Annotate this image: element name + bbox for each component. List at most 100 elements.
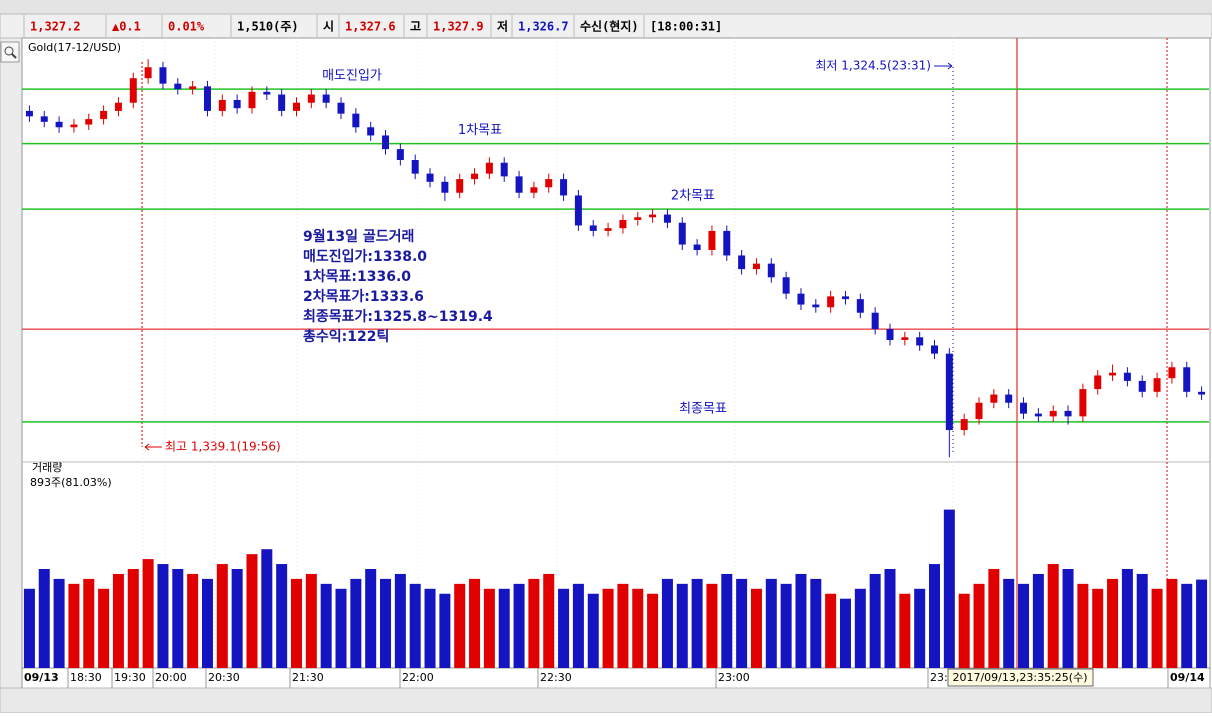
candle-body bbox=[931, 345, 939, 354]
volume-bar bbox=[513, 583, 525, 668]
candle-body bbox=[411, 160, 419, 174]
volume-bar bbox=[721, 573, 733, 668]
volume-bar bbox=[795, 573, 807, 668]
candle-body bbox=[1079, 389, 1087, 417]
volume-bar bbox=[572, 583, 584, 668]
volume-bar bbox=[1092, 588, 1104, 668]
volume-bar bbox=[825, 593, 837, 668]
volume-bar bbox=[216, 564, 228, 668]
candle-body bbox=[886, 329, 894, 340]
candle-body bbox=[797, 293, 805, 305]
candle-body bbox=[174, 83, 182, 90]
candle-body bbox=[871, 312, 879, 330]
high-arrow bbox=[144, 443, 150, 451]
candle-body bbox=[619, 220, 627, 229]
quote-open: 1,327.6 bbox=[345, 20, 396, 34]
volume-bar bbox=[98, 588, 110, 668]
candle-body bbox=[441, 181, 449, 193]
candle-body bbox=[40, 116, 48, 122]
volume-bar bbox=[1166, 578, 1178, 668]
candle-body bbox=[485, 162, 493, 174]
volume-bar bbox=[201, 578, 213, 668]
quote-low-label: 저 bbox=[497, 19, 508, 34]
candle-body bbox=[396, 149, 404, 160]
volume-bar bbox=[558, 588, 570, 668]
toolbar[interactable] bbox=[0, 0, 1212, 14]
volume-bar bbox=[780, 583, 792, 668]
candle-body bbox=[382, 135, 390, 150]
volume-bar bbox=[750, 588, 762, 668]
chart-title: Gold(17-12/USD) bbox=[28, 41, 121, 54]
candle-body bbox=[589, 225, 597, 231]
candle-body bbox=[85, 119, 93, 125]
volume-bar bbox=[1032, 573, 1044, 668]
volume-bar bbox=[483, 588, 495, 668]
quote-change-pct: 0.01% bbox=[168, 20, 205, 34]
volume-bar bbox=[1062, 569, 1074, 668]
candle-body bbox=[159, 67, 167, 84]
candle-body bbox=[767, 263, 775, 278]
candle-body bbox=[307, 94, 315, 103]
volume-bar bbox=[929, 564, 941, 668]
candle-body bbox=[114, 102, 122, 111]
candle-body bbox=[144, 67, 152, 79]
candle-body bbox=[292, 102, 300, 111]
candle-body bbox=[678, 222, 686, 245]
volume-bar bbox=[142, 559, 154, 668]
annotation-line: 총수익:122틱 bbox=[303, 328, 389, 345]
candle-body bbox=[782, 277, 790, 294]
search-icon bbox=[11, 53, 17, 59]
candle-body bbox=[367, 127, 375, 136]
level-label: 매도진입가 bbox=[322, 69, 382, 84]
level-label: 2차목표 bbox=[671, 189, 715, 204]
volume-bar bbox=[23, 588, 35, 668]
candle-body bbox=[975, 402, 983, 420]
volume-bar bbox=[914, 588, 926, 668]
candle-body bbox=[649, 214, 657, 218]
volume-bar bbox=[543, 573, 555, 668]
candle-body bbox=[634, 217, 642, 220]
search-button[interactable] bbox=[0, 41, 20, 63]
candle-body bbox=[530, 187, 538, 193]
volume-bar bbox=[854, 588, 866, 668]
search-icon bbox=[4, 46, 14, 56]
volume-bar bbox=[261, 549, 273, 668]
volume-bar bbox=[958, 593, 970, 668]
annotation-line: 매도진입가:1338.0 bbox=[303, 248, 427, 265]
volume-bar bbox=[290, 578, 302, 668]
candle-body bbox=[278, 94, 286, 111]
candle-body bbox=[752, 263, 760, 270]
volume-bar bbox=[394, 573, 406, 668]
volume-bar bbox=[350, 578, 362, 668]
annotation-line: 2차목표가:1333.6 bbox=[303, 289, 424, 305]
x-tick-label: 09/14 bbox=[1170, 671, 1205, 684]
volume-bar bbox=[38, 569, 50, 668]
volume-bar bbox=[380, 578, 392, 668]
quote-volume: 1,510(주) bbox=[237, 20, 299, 34]
candle-body bbox=[1064, 410, 1072, 417]
candle-body bbox=[856, 299, 864, 313]
candle-body bbox=[25, 110, 33, 117]
candle-body bbox=[203, 86, 211, 111]
x-tick-label: 21:30 bbox=[292, 671, 324, 684]
volume-bar bbox=[53, 578, 65, 668]
candle-body bbox=[574, 195, 582, 226]
candle-body bbox=[263, 91, 271, 95]
candle-body bbox=[55, 121, 63, 128]
candle-body bbox=[1153, 378, 1161, 392]
cursor-label: 2017/09/13,23:35:25(수) bbox=[952, 671, 1087, 684]
x-tick-label: 22:30 bbox=[540, 671, 572, 684]
volume-bar bbox=[1121, 569, 1133, 668]
volume-bar bbox=[68, 583, 80, 668]
volume-bar bbox=[765, 578, 777, 668]
status-bar bbox=[0, 687, 1212, 714]
candle-body bbox=[901, 337, 909, 340]
volume-bar bbox=[528, 578, 540, 668]
candle-body bbox=[189, 86, 197, 90]
candle-body bbox=[426, 173, 434, 182]
volume-bar bbox=[187, 573, 199, 668]
candle-body bbox=[456, 179, 464, 193]
candle-body bbox=[545, 179, 553, 188]
volume-bar bbox=[839, 598, 851, 668]
